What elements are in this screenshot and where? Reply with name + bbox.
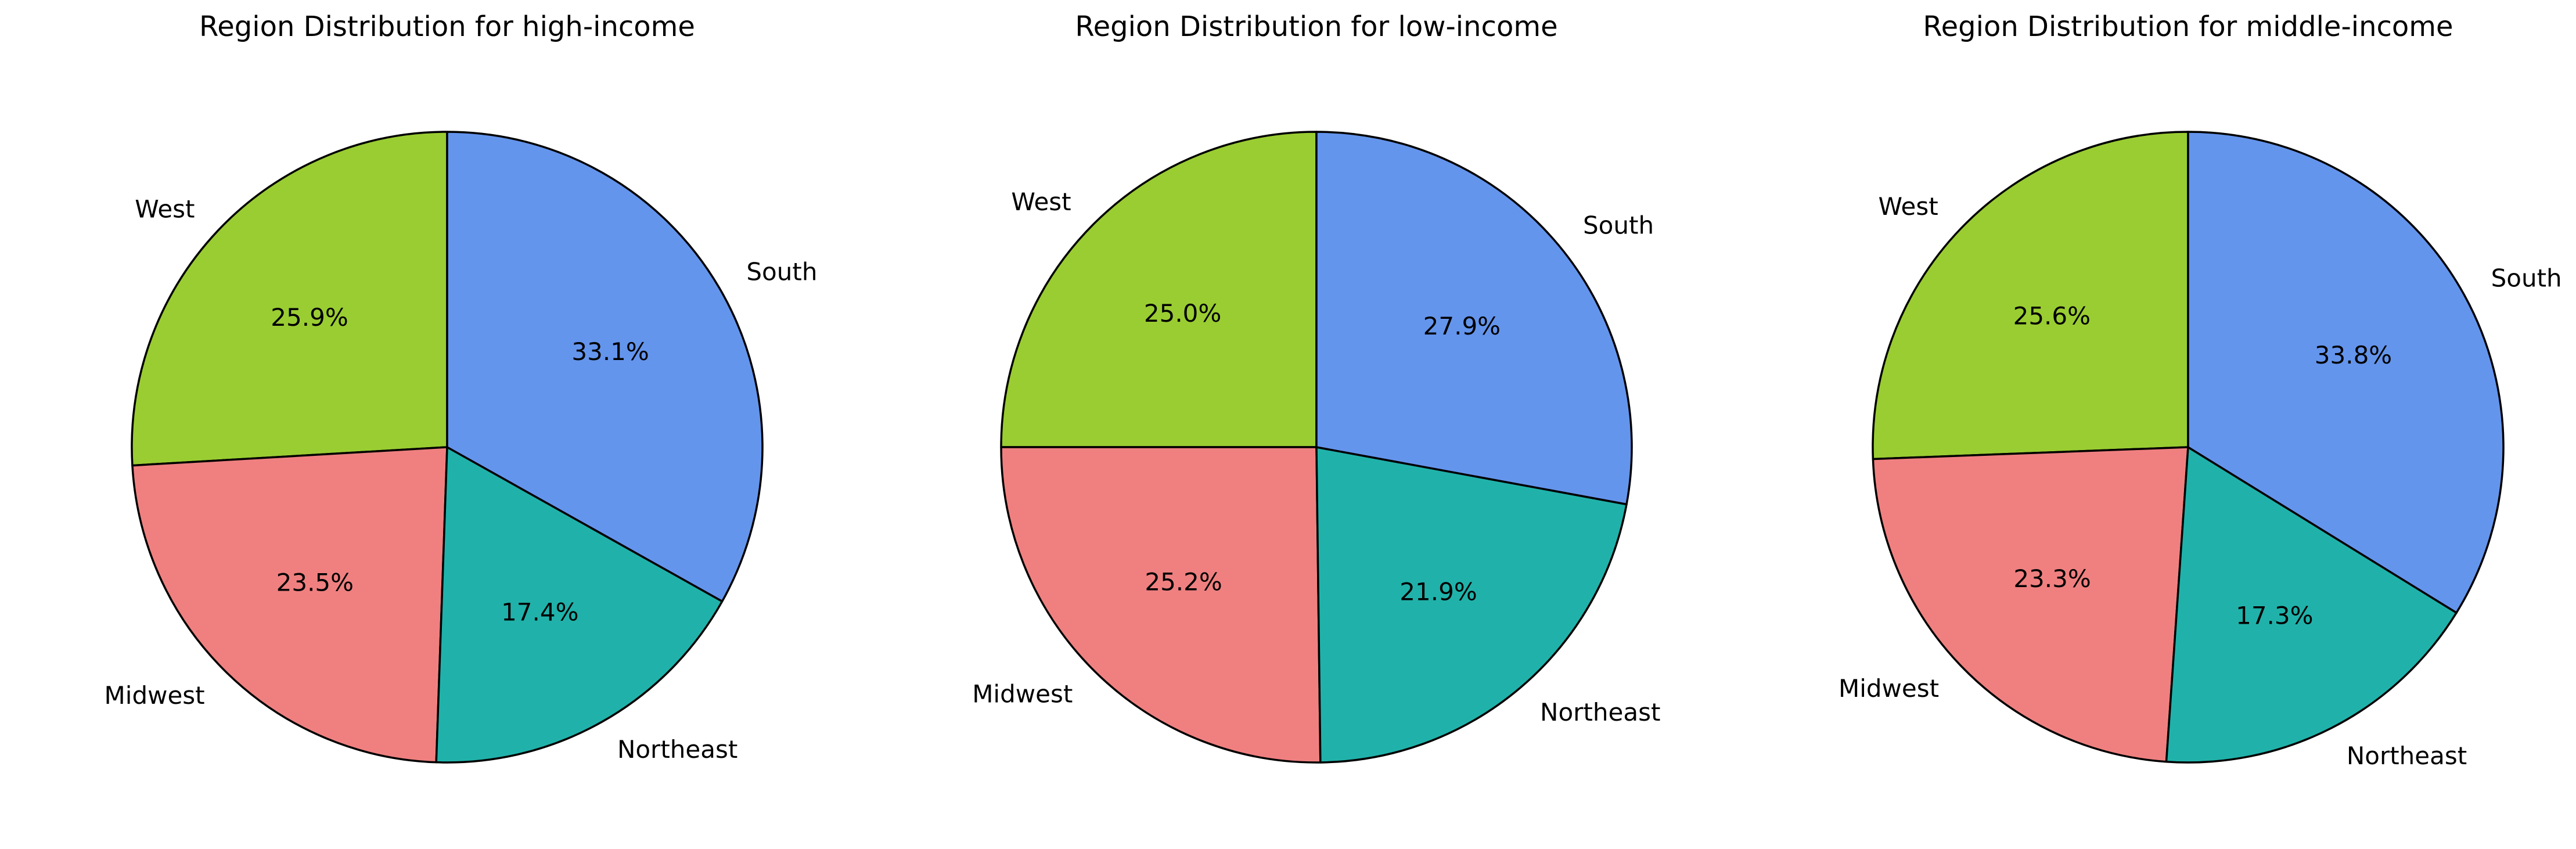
percent-label-northeast: 21.9% [1399, 578, 1477, 606]
category-label-northeast: Northeast [2347, 742, 2467, 770]
percent-label-west: 25.9% [271, 303, 348, 332]
pie-slice-northeast [1315, 446, 1628, 764]
category-label-south: South [746, 258, 817, 286]
category-label-northeast: Northeast [1540, 698, 1660, 726]
pie-chart-low-income: Region Distribution for low-income 25.0% W… [972, 10, 1660, 764]
chart-title: Region Distribution for middle-income [1923, 10, 2453, 43]
category-label-midwest: Midwest [972, 680, 1073, 708]
pie-slice-west [131, 131, 448, 467]
pie-slice-south [1315, 131, 1633, 506]
pie-slice-midwest [1872, 446, 2189, 763]
percent-label-south: 33.8% [2315, 341, 2392, 369]
category-label-south: South [2491, 264, 2562, 292]
percent-label-west: 25.0% [1144, 299, 1221, 328]
category-label-west: West [135, 195, 195, 224]
chart-title: Region Distribution for low-income [1075, 10, 1557, 43]
category-label-west: West [1878, 192, 1938, 221]
pie-slice-south [2187, 131, 2505, 614]
percent-label-midwest: 23.3% [2013, 564, 2091, 593]
pie-slice-midwest [131, 446, 448, 764]
pie-slice-northeast [2165, 446, 2458, 764]
percent-label-northeast: 17.3% [2236, 601, 2313, 629]
category-label-northeast: Northeast [617, 735, 737, 764]
percent-label-west: 25.6% [2013, 302, 2091, 330]
percent-label-south: 27.9% [1423, 312, 1501, 340]
category-label-midwest: Midwest [105, 681, 205, 710]
category-label-west: West [1011, 188, 1071, 216]
pie-slice-west [1872, 131, 2189, 461]
chart-title: Region Distribution for high-income [199, 10, 695, 43]
pie-slice-midwest [1000, 446, 1322, 764]
pie-slice-west [1000, 131, 1318, 448]
percent-label-northeast: 17.4% [501, 598, 578, 626]
category-label-midwest: Midwest [1839, 674, 1939, 703]
percent-label-midwest: 25.2% [1145, 567, 1222, 596]
pie-chart-high-income: Region Distribution for high-income 25.9%… [105, 10, 818, 764]
percent-label-south: 33.1% [571, 337, 649, 366]
pie-chart-middle-income: Region Distribution for middle-income 25.… [1839, 10, 2562, 770]
pie-slice-northeast [435, 446, 724, 764]
pie-slice-south [446, 131, 764, 603]
percent-label-midwest: 23.5% [276, 569, 354, 597]
category-label-south: South [1583, 211, 1654, 239]
